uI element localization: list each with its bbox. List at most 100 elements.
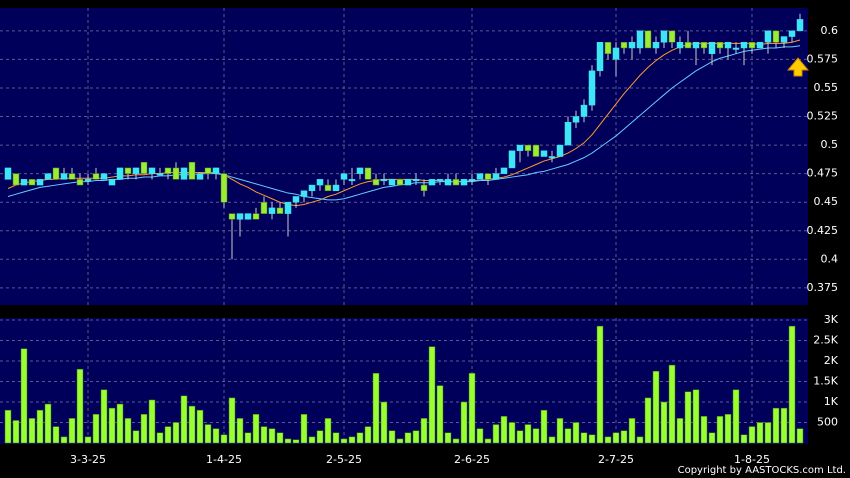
volume-bar	[636, 436, 644, 444]
volume-bar	[268, 428, 276, 444]
marks: 0.375 0.4 0.425 0.45 0.475 0.5 0.525 0.55 0.575 0…	[0, 8, 839, 466]
y-tick-label: 0.525	[807, 110, 839, 123]
volume-bar	[292, 439, 300, 444]
candle-body	[380, 179, 388, 182]
y-tick-label: 2.5K	[813, 334, 838, 347]
volume-bar	[364, 426, 372, 444]
volume-bar	[764, 422, 772, 444]
candle-body	[588, 70, 596, 106]
volume-bar	[204, 424, 212, 444]
volume-bar	[596, 325, 604, 444]
candle-body	[124, 167, 132, 174]
candle-body	[268, 207, 276, 214]
candle-body	[36, 179, 44, 186]
volume-bar	[36, 409, 44, 444]
volume-bar	[348, 436, 356, 444]
candle-body	[476, 173, 484, 180]
candle-body	[324, 184, 332, 192]
volume-bar	[92, 414, 100, 444]
volume-bar	[284, 438, 292, 444]
volume-bar	[324, 418, 332, 444]
volume-bar	[84, 436, 92, 444]
candle-body	[164, 167, 172, 174]
x-tick-label: 2-7-25	[598, 453, 634, 466]
candle-body	[148, 167, 156, 174]
candle-body	[500, 167, 508, 174]
candle-body	[316, 179, 324, 186]
volume-bar	[604, 436, 612, 444]
volume-bar	[308, 436, 316, 444]
volume-bar	[740, 434, 748, 444]
candle-body	[260, 201, 268, 214]
candle-body	[44, 173, 52, 180]
volume-bar	[436, 385, 444, 444]
candle-body	[444, 179, 452, 186]
y-tick-label: 0.55	[814, 81, 839, 94]
copyright: Copyright by AASTOCKS.com Ltd.	[678, 465, 846, 476]
volume-bar	[724, 414, 732, 444]
volume-bar	[316, 430, 324, 444]
candle-body	[284, 201, 292, 214]
candle-body	[92, 173, 100, 180]
moving-average-line	[7, 39, 801, 207]
volume-bar	[236, 418, 244, 444]
candle-body	[772, 30, 780, 43]
candle-body	[436, 179, 444, 182]
candle-body	[628, 42, 636, 49]
candle-body	[468, 179, 476, 182]
volume-bar	[132, 430, 140, 444]
candle-body	[180, 167, 188, 180]
x-tick-label: 1-4-25	[206, 453, 242, 466]
candle-body	[196, 173, 204, 180]
candle-body	[100, 173, 108, 180]
candle-body	[780, 36, 788, 43]
candle-body	[460, 179, 468, 186]
volume-bar	[356, 432, 364, 444]
volume-bar	[612, 432, 620, 444]
candle-body	[748, 42, 756, 49]
candle-body	[12, 173, 20, 186]
volume-bar	[404, 432, 412, 444]
volume-bar	[68, 418, 76, 444]
candle-body	[572, 116, 580, 123]
y-tick-label: 0.425	[807, 224, 839, 237]
volume-bar	[516, 430, 524, 444]
volume-bar	[708, 432, 716, 444]
candle-body	[684, 42, 692, 49]
volume-bar	[780, 407, 788, 444]
volume-bar	[340, 438, 348, 444]
volume-bar	[588, 434, 596, 444]
candle-body	[508, 150, 516, 169]
candle-body	[212, 167, 220, 174]
candle-body	[300, 190, 308, 197]
moving-average-line	[7, 45, 801, 201]
candle-body	[132, 167, 140, 174]
volume-bar	[60, 436, 68, 444]
candle-body	[84, 179, 92, 182]
volume-bar	[692, 389, 700, 444]
volume-bar	[4, 409, 12, 444]
candle-body	[188, 161, 196, 180]
volume-bar	[732, 389, 740, 444]
candle-body	[636, 30, 644, 49]
volume-bar	[380, 401, 388, 444]
y-tick-label: 0.6	[821, 24, 839, 37]
candle-body	[396, 179, 404, 186]
volume-bar	[476, 428, 484, 444]
volume-bar	[100, 389, 108, 444]
volume-bar	[140, 414, 148, 444]
candle-body	[308, 184, 316, 192]
x-tick-label: 1-8-25	[734, 453, 770, 466]
volume-bar	[556, 418, 564, 444]
volume-bar	[700, 416, 708, 444]
candle-body	[548, 156, 556, 159]
volume-bar	[396, 438, 404, 444]
price-panel	[0, 8, 808, 305]
y-tick-label: 0.475	[807, 167, 839, 180]
candle-body	[204, 167, 212, 174]
candle-body	[660, 30, 668, 43]
candle-body	[740, 42, 748, 49]
volume-bar	[20, 348, 28, 444]
volume-bar	[76, 368, 84, 444]
